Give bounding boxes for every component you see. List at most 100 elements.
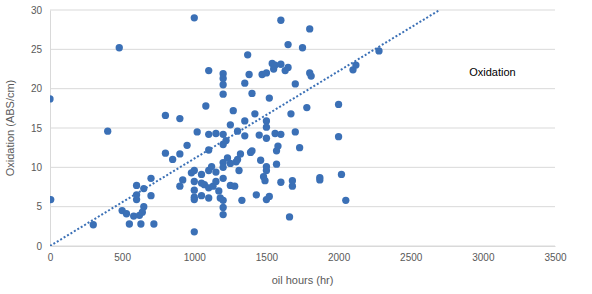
point [147,175,154,182]
y-axis: 051015202530 [31,5,51,252]
tick-label: 2500 [400,252,423,263]
point [308,72,315,79]
tick-label: 3500 [544,252,567,263]
tick: 0 [48,246,54,263]
tick: 2000 [328,246,351,263]
grid-line [50,167,555,168]
point [212,178,219,185]
point [162,150,169,157]
grid-line [50,128,555,129]
tick: 3500 [544,246,567,263]
tick: 500 [114,246,131,263]
point [219,75,226,82]
point [245,71,252,78]
tick: 1500 [256,246,279,263]
tick-label: 25 [31,44,43,55]
point [219,211,226,218]
tick-label: 15 [31,123,43,134]
y-grid [50,10,555,246]
point [287,110,294,117]
point [257,157,264,164]
point [306,25,313,32]
point [205,67,212,74]
point [342,197,349,204]
point [244,51,251,58]
point [274,142,281,149]
grid-line [50,246,555,247]
point [133,182,140,189]
y-axis-title: Oxidation (ABS/cm) [4,80,16,177]
tick-label: 0 [48,252,54,263]
point [162,112,169,119]
point [266,193,273,200]
point [191,196,198,203]
marks [50,10,440,246]
tick-label: 0 [36,241,42,252]
point [248,90,255,97]
point [116,44,123,51]
point [176,183,183,190]
point [292,80,299,87]
grid-line [50,88,555,89]
point [219,91,226,98]
point [316,176,323,183]
point [179,176,186,183]
point [352,61,359,68]
point [139,209,146,216]
points [50,14,383,235]
x-axis: 0 500 1000 1500 2000 2500 3000 3500 [48,246,567,263]
point [215,187,222,194]
point [191,178,198,185]
point [241,80,248,87]
tick: 1000 [184,246,207,263]
title: Oxidation [469,66,515,78]
point [194,128,201,135]
point [205,131,212,138]
tick-label: 30 [31,5,43,16]
point [212,130,219,137]
point [147,192,154,199]
point [277,179,284,186]
point [227,121,234,128]
point [263,167,270,174]
point [123,210,130,217]
point [202,102,209,109]
tick: 0 [36,241,50,252]
point [263,135,270,142]
tick-label: 3000 [472,252,495,263]
x-axis-title: oil hours (hr) [272,274,334,286]
point [191,228,198,235]
axis-line [51,246,556,247]
tick: 10 [31,162,50,173]
chart: 0500100015002000250030003500051015202530… [0,0,592,294]
point [248,147,255,154]
tick: 2500 [400,246,423,263]
point [169,156,176,163]
point [150,220,157,227]
point [198,171,205,178]
point [256,131,263,138]
point [277,61,284,68]
tick: 3000 [472,246,495,263]
tick-label: 1500 [256,252,279,263]
point [335,101,342,108]
point [137,220,144,227]
tick: 25 [31,44,50,55]
point [219,197,226,204]
point [241,132,248,139]
point [231,183,238,190]
grid-line [50,10,555,11]
tick-label: 1000 [184,252,207,263]
point [176,115,183,122]
point [286,213,293,220]
point [219,164,226,171]
tick: 15 [31,123,50,134]
point [284,41,291,48]
point [230,107,237,114]
axis-line [50,11,51,247]
point [104,127,111,134]
point [238,197,245,204]
point [253,191,260,198]
point [219,131,226,138]
trend-line [50,10,440,246]
